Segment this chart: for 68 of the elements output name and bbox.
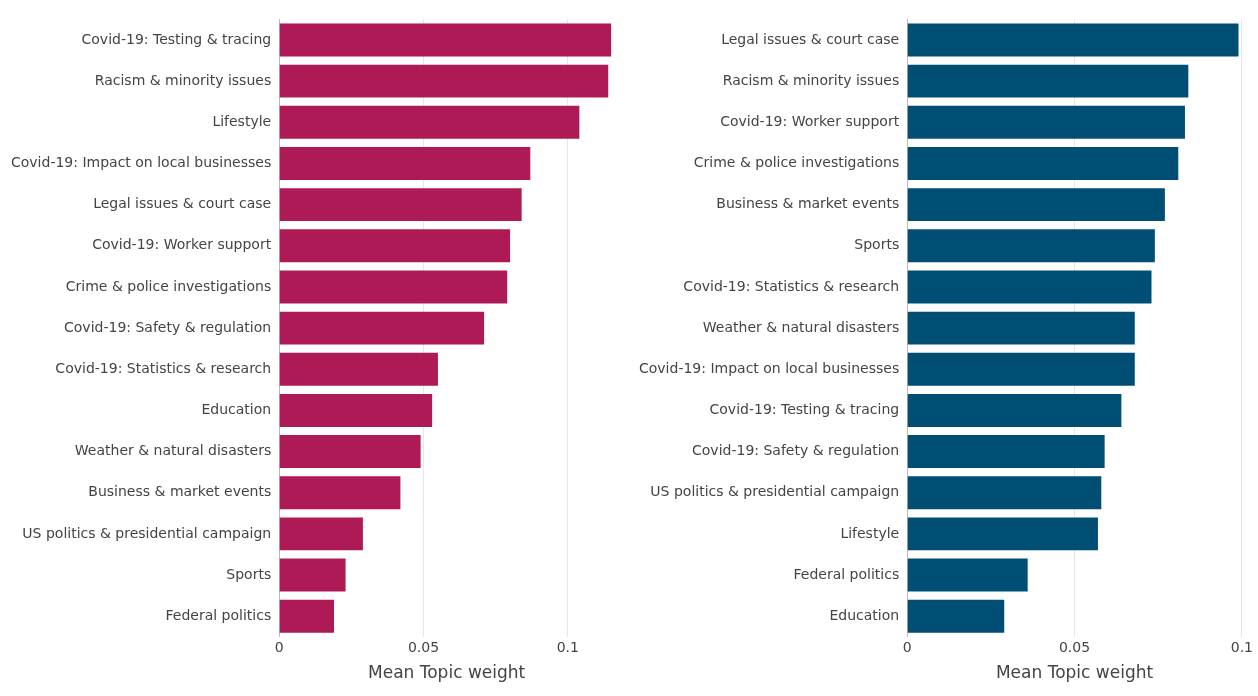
bar (279, 476, 401, 510)
y-tick-label: Covid-19: Worker support (92, 236, 272, 253)
bar (907, 517, 1098, 551)
bar (279, 311, 485, 345)
bar (907, 558, 1028, 592)
bar (907, 393, 1122, 427)
bar (279, 558, 346, 592)
y-tick-label: Weather & natural disasters (74, 442, 272, 459)
x-tick-label: 0.1 (556, 638, 579, 655)
y-tick-label: Legal issues & court case (93, 195, 272, 212)
bar (907, 64, 1189, 98)
bar (907, 188, 1165, 222)
y-tick-label: US politics & presidential campaign (22, 524, 272, 541)
bar (279, 229, 511, 263)
bar (279, 352, 438, 386)
y-tick-label: Crime & police investigations (693, 154, 900, 171)
bar (279, 105, 580, 139)
y-tick-label: Crime & police investigations (65, 277, 272, 294)
y-tick-label: Weather & natural disasters (702, 318, 900, 335)
bar (907, 599, 1005, 633)
bar (279, 64, 609, 98)
x-tick-label: 0.05 (407, 638, 440, 655)
bar (907, 229, 1155, 263)
y-tick-label: Covid-19: Statistics & research (683, 277, 900, 294)
y-tick-label: US politics & presidential campaign (650, 483, 900, 500)
y-tick-label: Covid-19: Safety & regulation (692, 442, 900, 459)
y-tick-label: Covid-19: Testing & tracing (709, 401, 900, 418)
bar (279, 393, 433, 427)
bar (279, 188, 522, 222)
y-tick-label: Federal politics (793, 565, 900, 582)
y-tick-label: Education (829, 606, 900, 623)
y-tick-label: Covid-19: Testing & tracing (81, 30, 272, 47)
x-tick-label: 0 (274, 638, 284, 655)
bar (279, 599, 335, 633)
bar (279, 270, 508, 304)
x-axis-title: Mean Topic weight (367, 662, 526, 683)
bar (907, 311, 1135, 345)
bar (907, 147, 1179, 180)
y-tick-label: Covid-19: Statistics & research (55, 359, 272, 376)
bar (279, 435, 421, 469)
bar (279, 147, 531, 180)
x-tick-label: 0 (902, 638, 912, 655)
y-tick-label: Sports (854, 236, 900, 253)
y-tick-label: Covid-19: Impact on local businesses (10, 154, 272, 171)
y-tick-label: Racism & minority issues (94, 71, 272, 88)
bar (907, 476, 1102, 510)
y-tick-label: Business & market events (716, 195, 900, 212)
y-tick-label: Business & market events (88, 483, 272, 500)
x-tick-label: 0.05 (1058, 638, 1091, 655)
bar (907, 23, 1239, 57)
bar (907, 270, 1152, 304)
y-tick-label: Racism & minority issues (722, 71, 900, 88)
x-axis-title: Mean Topic weight (995, 662, 1154, 683)
y-tick-label: Legal issues & court case (721, 30, 900, 47)
y-tick-label: Covid-19: Safety & regulation (64, 318, 272, 335)
y-tick-label: Sports (226, 565, 272, 582)
x-tick-label: 0.1 (1230, 638, 1253, 655)
y-tick-label: Federal politics (165, 606, 272, 623)
bar (907, 352, 1135, 386)
y-tick-label: Lifestyle (212, 112, 272, 129)
y-tick-label: Education (201, 401, 272, 418)
y-tick-label: Lifestyle (840, 524, 900, 541)
bar (279, 23, 612, 57)
bar (907, 435, 1105, 469)
y-tick-label: Covid-19: Impact on local businesses (638, 359, 900, 376)
y-tick-label: Covid-19: Worker support (720, 112, 900, 129)
bar (279, 517, 363, 551)
bar (907, 105, 1185, 139)
